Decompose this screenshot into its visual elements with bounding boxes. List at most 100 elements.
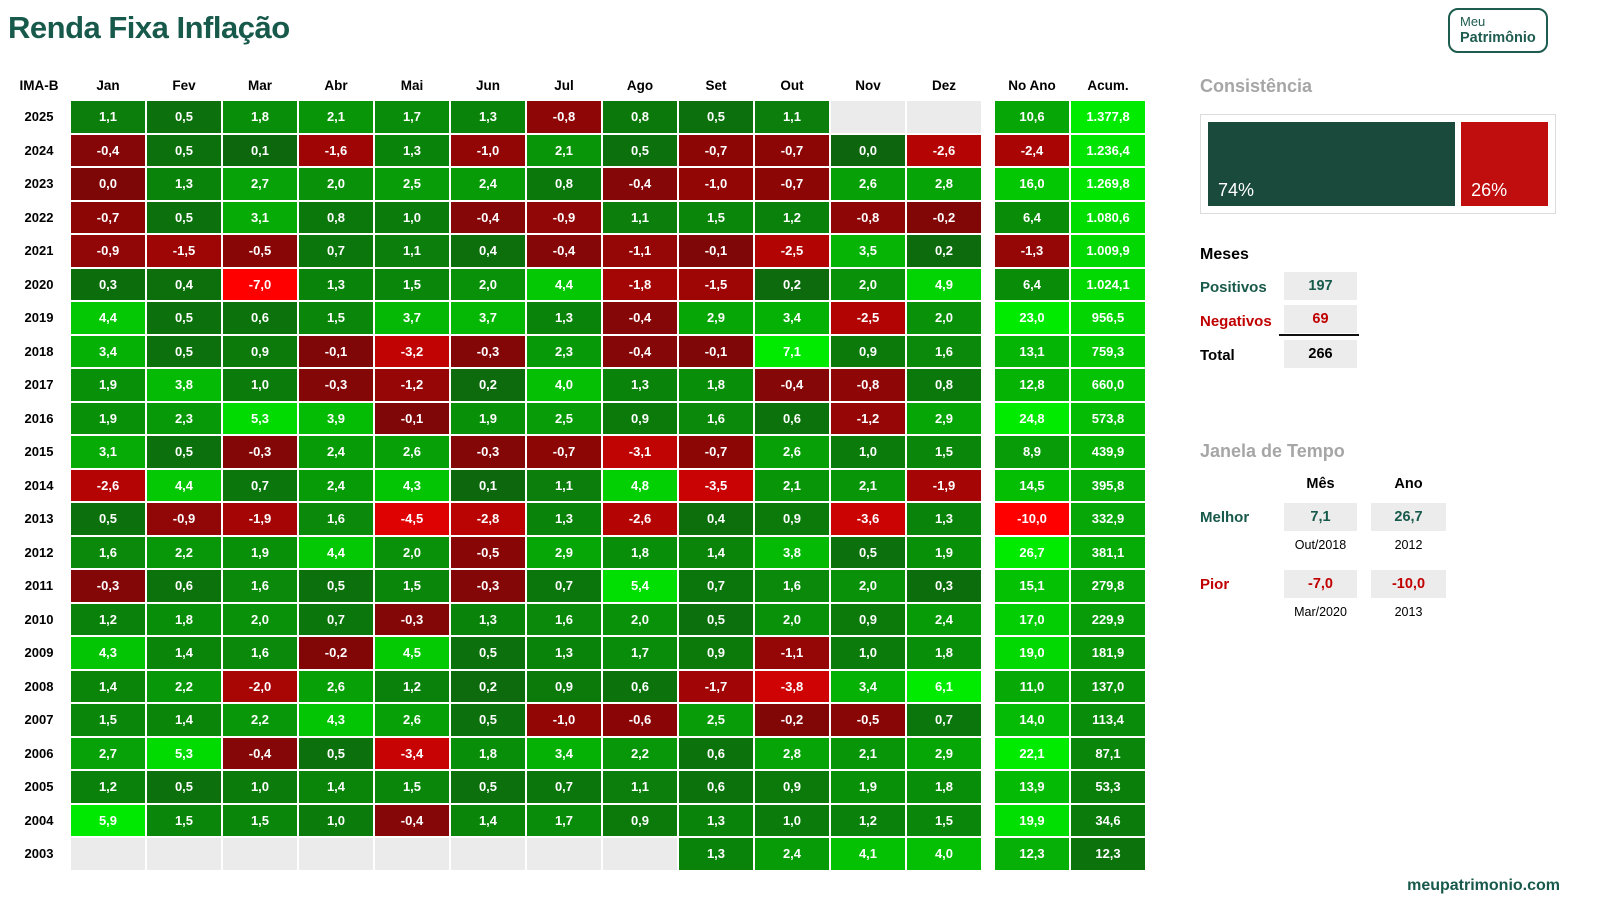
heatmap-cell: 0,6 xyxy=(678,770,754,804)
column-header: Nov xyxy=(830,70,906,100)
column-spacer xyxy=(982,435,994,469)
row-year: 2015 xyxy=(8,435,70,469)
heatmap-cell: 2,2 xyxy=(146,535,222,569)
total-label: Total xyxy=(1200,347,1235,364)
heatmap-cell: -1,1 xyxy=(602,234,678,268)
heatmap-cell: 1,8 xyxy=(222,100,298,134)
heatmap-cell: -0,2 xyxy=(298,636,374,670)
heatmap-row: 2010 1,2 1,8 2,0 0,7 -0,3 1,3 1,6 2,0 0,5 2,0 0,9 2,… xyxy=(8,602,1146,636)
heatmap-row: 2008 1,4 2,2 -2,0 2,6 1,2 0,2 0,9 0,6 -1,7 -3,8 3,4… xyxy=(8,669,1146,703)
heatmap-cell: 4,4 xyxy=(70,301,146,335)
heatmap-cell: 0,6 xyxy=(754,401,830,435)
heatmap-cell: -1,2 xyxy=(374,368,450,402)
heatmap-row: 2013 0,5 -0,9 -1,9 1,6 -4,5 -2,8 1,3 -2,6 0,4 0,9-… xyxy=(8,502,1146,536)
heatmap-cell: 5,9 xyxy=(70,803,146,837)
heatmap-cell xyxy=(830,100,906,134)
heatmap-row: 2012 1,6 2,2 1,9 4,4 2,0 -0,5 2,9 1,8 1,4 3,8 0,5 1,… xyxy=(8,535,1146,569)
column-spacer xyxy=(982,401,994,435)
heatmap-row: 2007 1,5 1,4 2,2 4,3 2,6 0,5 -1,0 -0,6 2,5 -0,2 -0,… xyxy=(8,703,1146,737)
sum-divider-line xyxy=(1279,334,1359,336)
no-ano-cell: 13,9 xyxy=(994,770,1070,804)
heatmap-row: 2014 -2,6 4,4 0,7 2,4 4,3 0,1 1,1 4,8 -3,5 2,1 2,1-… xyxy=(8,468,1146,502)
heatmap-cell: 4,4 xyxy=(146,468,222,502)
heatmap-cell: 1,5 xyxy=(374,569,450,603)
heatmap-cell: 3,8 xyxy=(146,368,222,402)
column-spacer xyxy=(982,669,994,703)
column-spacer xyxy=(982,301,994,335)
heatmap-cell: 0,7 xyxy=(526,770,602,804)
heatmap-cell: -2,8 xyxy=(450,502,526,536)
consistency-bar-chart: 74% 26% xyxy=(1200,114,1556,214)
heatmap-cell: -0,3 xyxy=(222,435,298,469)
heatmap-cell: 1,3 xyxy=(678,837,754,871)
acum-cell: 137,0 xyxy=(1070,669,1146,703)
heatmap-cell: 0,7 xyxy=(298,234,374,268)
heatmap-cell: 2,0 xyxy=(830,267,906,301)
heatmap-cell: 2,3 xyxy=(526,334,602,368)
heatmap-cell: 3,1 xyxy=(70,435,146,469)
no-ano-cell: 14,5 xyxy=(994,468,1070,502)
heatmap-cell: 1,1 xyxy=(602,200,678,234)
heatmap-cell: -0,3 xyxy=(450,334,526,368)
pior-mes-box: -7,0 xyxy=(1284,570,1357,598)
column-spacer xyxy=(982,167,994,201)
heatmap-cell: 1,8 xyxy=(602,535,678,569)
column-header: Fev xyxy=(146,70,222,100)
row-year: 2013 xyxy=(8,502,70,536)
column-spacer xyxy=(982,837,994,871)
heatmap-cell: 1,3 xyxy=(450,602,526,636)
heatmap-cell: 4,5 xyxy=(374,636,450,670)
heatmap-cell: 1,5 xyxy=(906,435,982,469)
heatmap-cell: 2,8 xyxy=(754,736,830,770)
website-link[interactable]: meupatrimonio.com xyxy=(1407,877,1560,894)
heatmap-cell: 3,8 xyxy=(754,535,830,569)
heatmap-cell: 1,0 xyxy=(374,200,450,234)
heatmap-cell: 2,0 xyxy=(450,267,526,301)
heatmap-cell: 2,5 xyxy=(526,401,602,435)
heatmap-cell: 1,6 xyxy=(70,535,146,569)
heatmap-cell: 2,0 xyxy=(298,167,374,201)
heatmap-cell: -0,4 xyxy=(374,803,450,837)
melhor-ano-value: 26,7 xyxy=(1394,509,1423,525)
heatmap-cell: -2,0 xyxy=(222,669,298,703)
row-year: 2017 xyxy=(8,368,70,402)
heatmap-cell: 0,5 xyxy=(146,200,222,234)
heatmap-cell: 2,4 xyxy=(298,435,374,469)
no-ano-cell: 26,7 xyxy=(994,535,1070,569)
acum-cell: 660,0 xyxy=(1070,368,1146,402)
acum-cell: 34,6 xyxy=(1070,803,1146,837)
heatmap-cell: -1,0 xyxy=(678,167,754,201)
melhor-mes-box: 7,1 xyxy=(1284,503,1357,531)
heatmap-row: 2023 0,0 1,3 2,7 2,0 2,5 2,4 0,8 -0,4 -1,0 -0,7 2,6… xyxy=(8,167,1146,201)
heatmap-cell: -0,8 xyxy=(830,200,906,234)
heatmap-cell: 1,9 xyxy=(222,535,298,569)
meses-section-title: Meses xyxy=(1200,246,1249,263)
heatmap-cell: -3,1 xyxy=(602,435,678,469)
heatmap-cell: 1,0 xyxy=(830,435,906,469)
heatmap-cell: 4,4 xyxy=(526,267,602,301)
heatmap-cell: 0,9 xyxy=(830,334,906,368)
acum-cell: 1.269,8 xyxy=(1070,167,1146,201)
heatmap-cell: 1,3 xyxy=(526,502,602,536)
heatmap-row: 2015 3,1 0,5 -0,3 2,4 2,6 -0,3 -0,7 -3,1 -0,7 2,6 1… xyxy=(8,435,1146,469)
heatmap-cell: -1,9 xyxy=(906,468,982,502)
heatmap-cell: 0,5 xyxy=(146,770,222,804)
heatmap-cell: -1,7 xyxy=(678,669,754,703)
heatmap-cell xyxy=(526,837,602,871)
no-ano-cell: 19,0 xyxy=(994,636,1070,670)
heatmap-cell: 2,0 xyxy=(906,301,982,335)
heatmap-cell xyxy=(146,837,222,871)
heatmap-cell: -3,8 xyxy=(754,669,830,703)
heatmap-cell: -0,3 xyxy=(70,569,146,603)
heatmap-cell: 2,4 xyxy=(298,468,374,502)
pior-label: Pior xyxy=(1200,576,1230,593)
melhor-label: Melhor xyxy=(1200,509,1250,526)
acum-cell: 439,9 xyxy=(1070,435,1146,469)
row-year: 2018 xyxy=(8,334,70,368)
heatmap-cell: -1,0 xyxy=(526,703,602,737)
heatmap-cell: -0,1 xyxy=(678,234,754,268)
heatmap-header-row: IMA-B Jan Fev Mar Abr Mai Jun Jul Ago Set Out Nov De… xyxy=(8,70,1146,100)
heatmap-cell: 1,4 xyxy=(298,770,374,804)
heatmap-cell: 2,0 xyxy=(830,569,906,603)
heatmap-cell: 1,5 xyxy=(374,770,450,804)
